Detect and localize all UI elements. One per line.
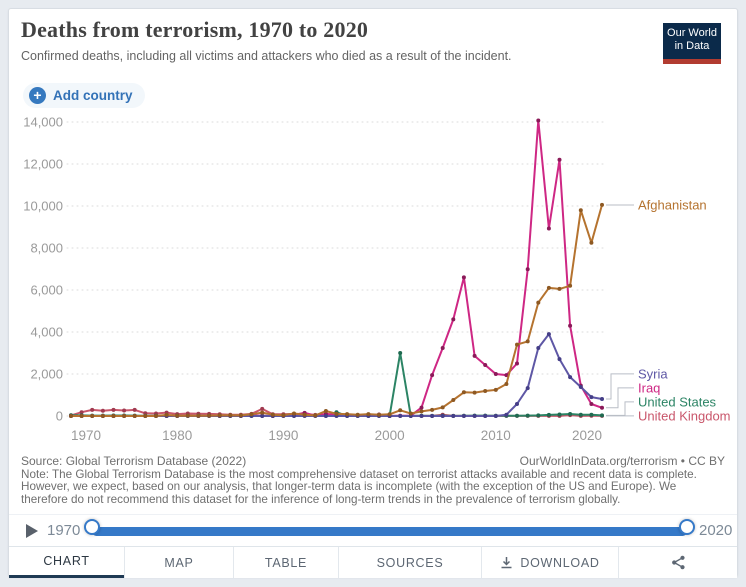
owid-logo-line2: in Data [674,40,710,52]
entity-label-afghanistan[interactable]: Afghanistan [606,197,707,212]
tab-bar: CHART MAP TABLE SOURCES DOWNLOAD [9,546,737,578]
tab-map[interactable]: MAP [124,547,233,578]
share-button[interactable] [618,547,737,578]
tab-chart[interactable]: CHART [9,547,124,578]
y-tick-label: 2,000 [30,367,63,382]
x-tick-label: 2020 [572,428,602,443]
tab-label: CHART [43,554,90,568]
source-text[interactable]: Source: Global Terrorism Database (2022) [21,454,247,468]
y-tick-label: 10,000 [23,199,63,214]
x-axis: 1970 1980 1990 2000 2010 2020 [71,428,602,443]
tab-download[interactable]: DOWNLOAD [481,547,618,578]
timeline-track[interactable] [92,527,687,536]
series-united-states[interactable] [69,351,604,418]
tab-table[interactable]: TABLE [233,547,338,578]
page-title: Deaths from terrorism, 1970 to 2020 [21,17,369,42]
timeline-start-year: 1970 [47,522,81,539]
y-tick-label: 6,000 [30,283,63,298]
x-tick-label: 2000 [375,428,405,443]
attribution-link[interactable]: OurWorldInData.org/terrorism • CC BY [519,454,725,468]
add-country-button[interactable]: + Add country [23,83,145,108]
x-tick-label: 1990 [268,428,298,443]
series-iraq[interactable] [69,118,604,419]
y-axis: 0 2,000 4,000 6,000 8,000 10,000 12,000 14,000 [23,115,606,424]
note-text: Note: The Global Terrorism Database is t… [21,468,697,506]
tab-label: SOURCES [376,555,444,570]
series-line-iraq [70,119,603,417]
tab-sources[interactable]: SOURCES [338,547,481,578]
series-afghanistan[interactable] [69,202,604,418]
timeline-handle-start[interactable] [84,519,100,535]
play-icon[interactable] [25,524,38,538]
svg-text:Syria: Syria [638,366,668,381]
x-tick-label: 1980 [162,428,192,443]
timeline: 1970 2020 [9,514,737,546]
series-line-syria [70,333,603,417]
y-tick-label: 0 [56,409,63,424]
svg-text:United States: United States [638,394,717,409]
share-icon [671,555,685,570]
y-tick-label: 14,000 [23,115,63,130]
tab-label: TABLE [264,555,308,570]
y-tick-label: 12,000 [23,157,63,172]
timeline-handle-end[interactable] [679,519,695,535]
entity-label-united-states[interactable]: United States [606,394,717,416]
owid-logo-red-bar [663,59,721,64]
chart-card: Deaths from terrorism, 1970 to 2020 Conf… [8,8,739,578]
y-tick-label: 8,000 [30,241,63,256]
source-row: Source: Global Terrorism Database (2022)… [21,454,725,468]
page-subtitle: Confirmed deaths, including all victims … [21,49,512,63]
x-tick-label: 2010 [481,428,511,443]
entity-label-united-kingdom[interactable]: United Kingdom [606,408,731,423]
svg-text:Afghanistan: Afghanistan [638,197,707,212]
owid-logo[interactable]: Our World in Data [663,23,721,64]
plus-icon: + [29,87,46,104]
owid-logo-line1: Our World [667,27,717,39]
tab-label: DOWNLOAD [520,555,600,570]
entity-label-syria[interactable]: Syria [606,366,668,400]
entity-label-iraq[interactable]: Iraq [606,380,660,409]
x-tick-label: 1970 [71,428,101,443]
timeline-end-year: 2020 [699,522,733,539]
series-line-united-states [70,352,603,417]
y-tick-label: 4,000 [30,325,63,340]
svg-text:Iraq: Iraq [638,380,660,395]
header: Deaths from terrorism, 1970 to 2020 Conf… [21,17,647,64]
tab-label: MAP [164,555,194,570]
add-country-label: Add country [53,88,133,103]
chart-canvas[interactable]: 0 2,000 4,000 6,000 8,000 10,000 12,000 14,000 1… [9,101,739,451]
series-syria[interactable] [69,332,604,418]
download-icon [501,557,512,569]
svg-text:United Kingdom: United Kingdom [638,408,731,423]
